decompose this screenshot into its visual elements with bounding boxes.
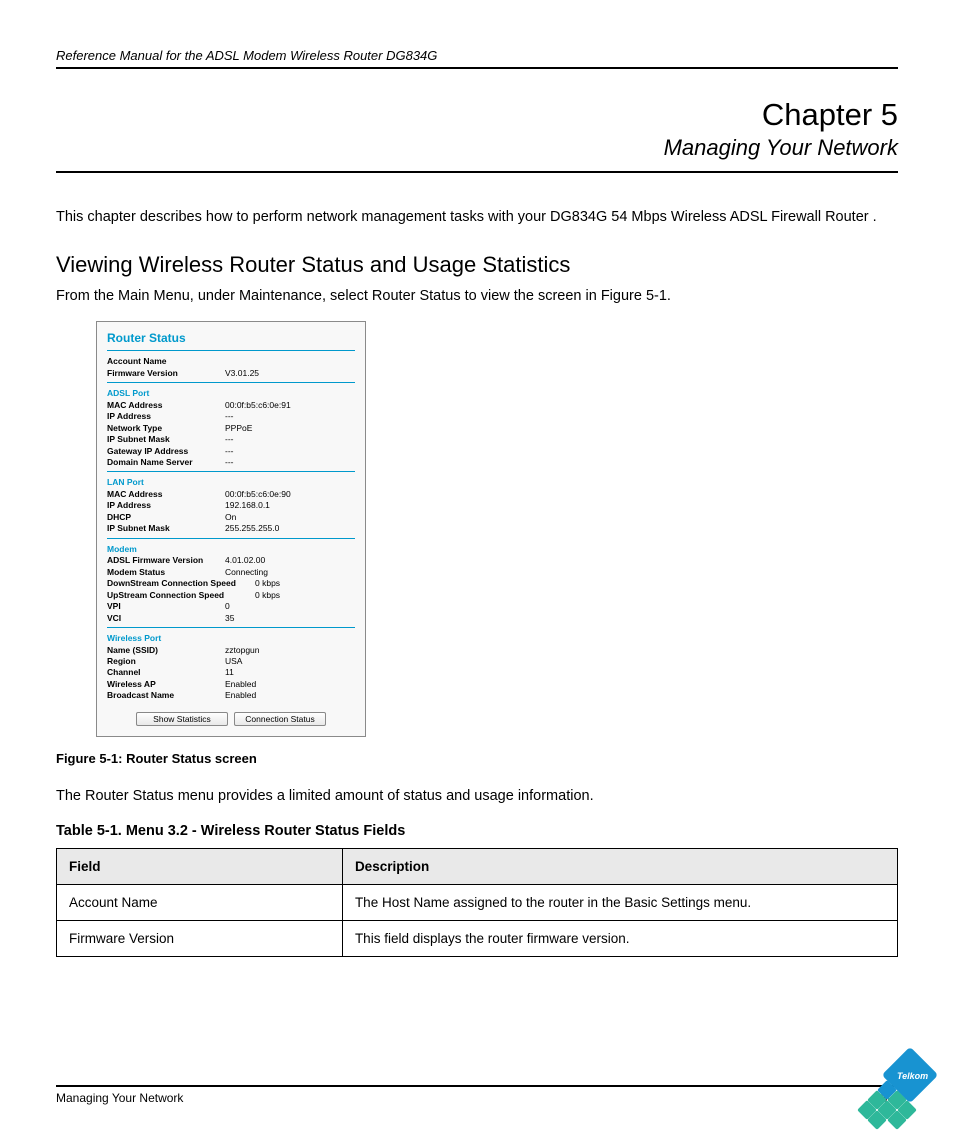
row-modem-down: DownStream Connection Speed0 kbps xyxy=(107,578,355,589)
chapter-rule xyxy=(56,171,898,173)
col-desc: Description xyxy=(342,848,897,884)
show-statistics-button[interactable]: Show Statistics xyxy=(136,712,228,726)
col-field: Field xyxy=(57,848,343,884)
row-w-bcast: Broadcast NameEnabled xyxy=(107,690,355,701)
table-row: Account Name The Host Name assigned to t… xyxy=(57,884,898,920)
router-status-panel: Router Status Account Name Firmware Vers… xyxy=(96,321,366,737)
post-figure-text: The Router Status menu provides a limite… xyxy=(56,786,898,807)
row-modem-vpi: VPI0 xyxy=(107,601,355,612)
row-adsl-mask: IP Subnet Mask--- xyxy=(107,434,355,445)
chapter-title: Chapter 5 xyxy=(56,97,898,133)
row-adsl-dns: Domain Name Server--- xyxy=(107,457,355,468)
row-lan-mac: MAC Address00:0f:b5:c6:0e:90 xyxy=(107,489,355,500)
section-lead: From the Main Menu, under Maintenance, s… xyxy=(56,286,898,307)
footer-rule xyxy=(56,1085,898,1087)
cell-field: Firmware Version xyxy=(57,920,343,956)
row-modem-vci: VCI35 xyxy=(107,613,355,624)
panel-rule xyxy=(107,471,355,472)
row-w-region: RegionUSA xyxy=(107,656,355,667)
panel-rule xyxy=(107,382,355,383)
header-rule xyxy=(56,67,898,69)
row-adsl-mac: MAC Address00:0f:b5:c6:0e:91 xyxy=(107,400,355,411)
section-lan: LAN Port xyxy=(107,477,355,488)
section-heading: Viewing Wireless Router Status and Usage… xyxy=(56,252,898,278)
label-firmware: Firmware Version xyxy=(107,368,225,379)
panel-rule xyxy=(107,538,355,539)
figure-caption: Figure 5-1: Router Status screen xyxy=(56,751,898,766)
panel-title: Router Status xyxy=(107,330,355,346)
chapter-heading-block: Chapter 5 Managing Your Network xyxy=(56,97,898,173)
panel-rule xyxy=(107,627,355,628)
row-w-chan: Channel11 xyxy=(107,667,355,678)
row-lan-ip: IP Address192.168.0.1 xyxy=(107,500,355,511)
section-adsl: ADSL Port xyxy=(107,388,355,399)
cell-desc: The Host Name assigned to the router in … xyxy=(342,884,897,920)
row-lan-mask: IP Subnet Mask255.255.255.0 xyxy=(107,523,355,534)
connection-status-button[interactable]: Connection Status xyxy=(234,712,326,726)
section-wireless: Wireless Port xyxy=(107,633,355,644)
row-lan-dhcp: DHCPOn xyxy=(107,512,355,523)
row-adsl-ip: IP Address--- xyxy=(107,411,355,422)
chapter-subtitle: Managing Your Network xyxy=(56,135,898,161)
footer-left: Managing Your Network xyxy=(56,1091,183,1105)
row-w-ssid: Name (SSID)zztopgun xyxy=(107,645,355,656)
telkom-logo: Telkom xyxy=(858,1053,936,1131)
section-modem: Modem xyxy=(107,544,355,555)
table-row: Firmware Version This field displays the… xyxy=(57,920,898,956)
val-account xyxy=(225,356,355,367)
panel-buttons: Show Statistics Connection Status xyxy=(107,712,355,726)
header-left: Reference Manual for the ADSL Modem Wire… xyxy=(56,48,437,63)
intro-paragraph: This chapter describes how to perform ne… xyxy=(56,207,898,228)
label-account: Account Name xyxy=(107,356,225,367)
panel-rule xyxy=(107,350,355,351)
row-modem-status: Modem StatusConnecting xyxy=(107,567,355,578)
row-modem-up: UpStream Connection Speed0 kbps xyxy=(107,590,355,601)
page-footer: Managing Your Network 5-1 xyxy=(56,1085,898,1105)
logo-text: Telkom xyxy=(897,1071,928,1081)
row-w-ap: Wireless APEnabled xyxy=(107,679,355,690)
row-account: Account Name xyxy=(107,356,355,367)
row-modem-fw: ADSL Firmware Version4.01.02.00 xyxy=(107,555,355,566)
table-caption: Table 5-1. Menu 3.2 - Wireless Router St… xyxy=(56,821,898,842)
running-header: Reference Manual for the ADSL Modem Wire… xyxy=(56,48,898,67)
val-firmware: V3.01.25 xyxy=(225,368,355,379)
cell-desc: This field displays the router firmware … xyxy=(342,920,897,956)
row-firmware: Firmware Version V3.01.25 xyxy=(107,368,355,379)
row-adsl-gw: Gateway IP Address--- xyxy=(107,446,355,457)
cell-field: Account Name xyxy=(57,884,343,920)
table-header-row: Field Description xyxy=(57,848,898,884)
row-adsl-ntype: Network TypePPPoE xyxy=(107,423,355,434)
status-fields-table: Field Description Account Name The Host … xyxy=(56,848,898,957)
